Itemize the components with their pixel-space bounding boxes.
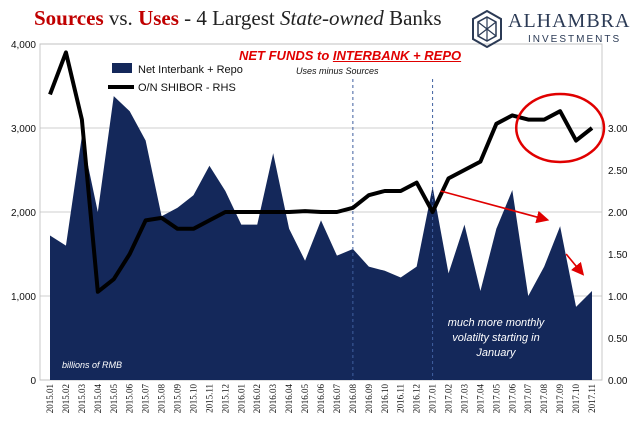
x-tick-label: 2015.09: [173, 384, 183, 414]
y-left-tick-label: 2,000: [11, 208, 36, 219]
legend-area-label: Net Interbank + Repo: [138, 64, 243, 76]
x-tick-label: 2016.05: [300, 384, 310, 414]
annotation-title-pre: NET FUNDS to: [239, 48, 333, 63]
x-tick-label: 2017.01: [428, 384, 438, 413]
unit-note: billions of RMB: [62, 360, 123, 370]
x-tick-label: 2015.10: [188, 384, 198, 414]
y-left-tick-label: 3,000: [11, 124, 36, 135]
x-tick-label: 2015.05: [109, 384, 119, 414]
x-tick-label: 2016.09: [364, 384, 374, 414]
title-vs: vs.: [103, 6, 139, 30]
x-tick-label: 2016.08: [348, 384, 358, 414]
x-tick-label: 2017.02: [444, 384, 454, 413]
x-tick-label: 2015.03: [77, 384, 87, 414]
x-tick-label: 2015.08: [157, 384, 167, 414]
trend-arrow-short: [565, 253, 585, 276]
x-tick-label: 2017.10: [571, 384, 581, 414]
annotation-shapes: [440, 92, 606, 276]
x-tick-label: 2017.08: [539, 384, 549, 414]
y-left-tick-label: 4,000: [11, 40, 36, 51]
date-markers: [352, 79, 434, 380]
y-right-tick-label: 3.00: [608, 124, 628, 135]
x-tick-label: 2015.01: [45, 384, 55, 413]
chart-title: Sources vs. Uses - 4 Largest State-owned…: [34, 6, 442, 31]
x-tick-label: 2016.07: [332, 384, 342, 414]
x-tick-label: 2015.07: [141, 384, 151, 414]
x-tick-label: 2016.01: [236, 384, 246, 413]
annotation-subtitle: Uses minus Sources: [296, 66, 379, 76]
x-tick-label: 2016.06: [316, 384, 326, 414]
y-right-tick-label: 0.00: [608, 376, 628, 387]
x-tick-label: 2017.06: [507, 384, 517, 414]
alhambra-logo: ALHAMBRA INVESTMENTS: [470, 9, 635, 50]
x-tick-label: 2015.11: [204, 384, 214, 413]
annotation-title: NET FUNDS to INTERBANK + REPO: [239, 48, 461, 63]
y-right-tick-label: 2.00: [608, 208, 628, 219]
x-tick-label: 2017.09: [555, 384, 565, 414]
x-tick-label: 2017.07: [523, 384, 533, 414]
x-tick-label: 2015.04: [93, 384, 103, 414]
trend-arrow-long: [440, 190, 550, 224]
y-right-tick-label: 0.50: [608, 334, 628, 345]
line-series: [48, 50, 594, 294]
area-net-interbank-repo: [50, 96, 592, 380]
volatility-note: much more monthly volatilty starting in …: [447, 317, 545, 359]
title-banks: Banks: [383, 6, 442, 30]
y-left-tick-label: 1,000: [11, 292, 36, 303]
title-uses: Uses: [138, 6, 179, 30]
x-tick-label: 2017.03: [459, 384, 469, 414]
x-tick-label: 2017.04: [475, 383, 485, 413]
logo-name: ALHAMBRA: [508, 10, 631, 32]
y-left-tick-label: 0: [30, 376, 36, 387]
x-tick-label: 2016.12: [412, 384, 422, 413]
title-sources: Sources: [34, 6, 104, 30]
x-tick-label: 2015.12: [220, 384, 230, 413]
annotation-title-underlined: INTERBANK + REPO: [332, 48, 462, 63]
y-right-tick-label: 1.00: [608, 292, 628, 303]
x-tick-label: 2016.03: [268, 384, 278, 414]
x-tick-label: 2016.10: [380, 384, 390, 414]
alhambra-emblem-icon: [472, 9, 502, 49]
title-state-owned: State-owned: [280, 6, 384, 30]
y-right-tick-label: 1.50: [608, 250, 628, 261]
title-mid: - 4 Largest: [178, 6, 280, 30]
logo-sub: INVESTMENTS: [528, 34, 622, 45]
axes: 0 1,000 2,000 3,000 4,000 0.00 0.50 1.00 1.50 2.0…: [11, 40, 628, 413]
x-tick-label: 2016.11: [396, 384, 406, 413]
legend-area-swatch: [112, 63, 132, 73]
x-tick-label: 2016.02: [252, 384, 262, 413]
x-tick-label: 2016.04: [284, 384, 294, 414]
highlight-circle: [514, 92, 606, 164]
x-tick-label: 2015.06: [125, 384, 135, 414]
y-right-tick-label: 2.50: [608, 166, 628, 177]
legend-line-label: O/N SHIBOR - RHS: [138, 82, 236, 94]
x-tick-label: 2017.11: [587, 384, 597, 413]
x-tick-label: 2015.02: [61, 384, 71, 413]
x-tick-label: 2017.05: [491, 383, 501, 413]
